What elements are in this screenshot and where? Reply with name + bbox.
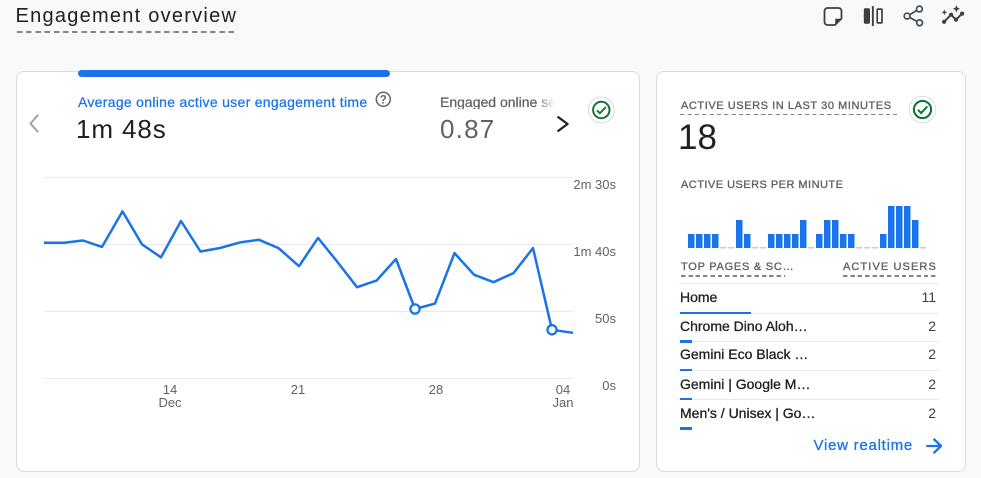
- svg-text:?: ?: [379, 94, 386, 106]
